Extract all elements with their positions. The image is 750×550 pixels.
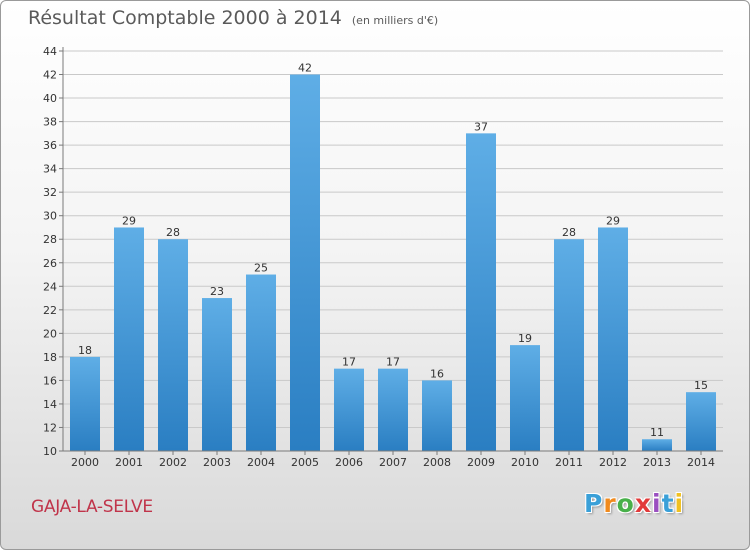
bar bbox=[334, 368, 364, 451]
y-tick-label: 40 bbox=[43, 92, 57, 105]
y-tick-label: 26 bbox=[43, 257, 57, 270]
bar-value-label: 29 bbox=[606, 214, 620, 227]
x-tick-label: 2006 bbox=[335, 456, 363, 469]
bar bbox=[246, 274, 276, 451]
proxiti-logo: Proxiti bbox=[584, 489, 684, 518]
y-tick-label: 10 bbox=[43, 445, 57, 458]
y-tick-label: 20 bbox=[43, 327, 57, 340]
y-tick-label: 24 bbox=[43, 280, 57, 293]
x-tick-label: 2010 bbox=[511, 456, 539, 469]
bar-value-label: 28 bbox=[166, 226, 180, 239]
y-tick-label: 38 bbox=[43, 116, 57, 129]
y-tick-label: 18 bbox=[43, 351, 57, 364]
bar bbox=[202, 298, 232, 451]
x-tick-label: 2013 bbox=[643, 456, 671, 469]
commune-name: GAJA-LA-SELVE bbox=[31, 497, 153, 517]
bar-value-label: 23 bbox=[210, 285, 224, 298]
chart-title: Résultat Comptable 2000 à 2014 (en millie… bbox=[28, 7, 438, 29]
bar-value-label: 17 bbox=[342, 356, 356, 369]
x-tick-label: 2000 bbox=[71, 456, 99, 469]
bar-value-label: 37 bbox=[474, 120, 488, 133]
bar bbox=[378, 368, 408, 451]
x-tick-label: 2014 bbox=[687, 456, 715, 469]
bar-value-label: 15 bbox=[694, 379, 708, 392]
bar-value-label: 17 bbox=[386, 356, 400, 369]
chart-subtitle: (en milliers d'€) bbox=[351, 14, 439, 27]
bar bbox=[114, 227, 144, 451]
y-tick-label: 34 bbox=[43, 163, 57, 176]
y-tick-label: 14 bbox=[43, 398, 57, 411]
logo-letter: o bbox=[616, 489, 635, 518]
y-tick-label: 30 bbox=[43, 210, 57, 223]
x-tick-label: 2012 bbox=[599, 456, 627, 469]
x-tick-label: 2003 bbox=[203, 456, 231, 469]
bar-value-label: 25 bbox=[254, 262, 268, 275]
bar bbox=[158, 239, 188, 451]
logo-letter: t bbox=[661, 489, 675, 518]
y-axis: 10 12 14 16 18 20 22 24 26 28 30 32 34 36 38 40 42 44 bbox=[43, 45, 64, 458]
x-axis: 2000 2001 2002 2003 2004 2005 2006 2007 2008 2009… bbox=[63, 450, 723, 469]
y-tick-label: 12 bbox=[43, 421, 57, 434]
bar bbox=[554, 239, 584, 451]
chart-title-text: Résultat Comptable 2000 à 2014 bbox=[28, 7, 342, 29]
y-tick-label: 44 bbox=[43, 45, 57, 58]
bar-value-label: 42 bbox=[298, 62, 312, 75]
logo-letter: x bbox=[634, 489, 652, 518]
bar bbox=[686, 392, 716, 451]
x-tick-label: 2005 bbox=[291, 456, 319, 469]
bar-value-label: 16 bbox=[430, 367, 444, 380]
y-tick-label: 32 bbox=[43, 186, 57, 199]
x-tick-label: 2004 bbox=[247, 456, 275, 469]
bar bbox=[598, 227, 628, 451]
x-tick-label: 2008 bbox=[423, 456, 451, 469]
logo-letter: i bbox=[674, 489, 685, 518]
y-tick-label: 22 bbox=[43, 304, 57, 317]
bar bbox=[510, 345, 540, 451]
x-tick-label: 2009 bbox=[467, 456, 495, 469]
bar-value-label: 18 bbox=[78, 344, 92, 357]
x-tick-label: 2001 bbox=[115, 456, 143, 469]
x-tick-label: 2007 bbox=[379, 456, 407, 469]
logo-letter: r bbox=[603, 489, 617, 518]
y-tick-label: 36 bbox=[43, 139, 57, 152]
bar bbox=[422, 380, 452, 451]
y-tick-label: 42 bbox=[43, 69, 57, 82]
bar bbox=[466, 133, 496, 451]
x-tick-label: 2002 bbox=[159, 456, 187, 469]
logo-letter: P bbox=[584, 489, 604, 518]
logo-letter: i bbox=[652, 489, 662, 518]
bars: 18 29 28 23 25 42 17 17 16 37 19 28 29 11 15 bbox=[70, 62, 716, 451]
bar-value-label: 29 bbox=[122, 214, 136, 227]
bar bbox=[642, 439, 672, 451]
y-tick-label: 16 bbox=[43, 374, 57, 387]
bar-value-label: 28 bbox=[562, 226, 576, 239]
x-tick-label: 2011 bbox=[555, 456, 583, 469]
bar bbox=[70, 356, 100, 451]
bar-value-label: 19 bbox=[518, 332, 532, 345]
bar-value-label: 11 bbox=[650, 426, 664, 439]
bar bbox=[290, 74, 320, 451]
y-tick-label: 28 bbox=[43, 233, 57, 246]
